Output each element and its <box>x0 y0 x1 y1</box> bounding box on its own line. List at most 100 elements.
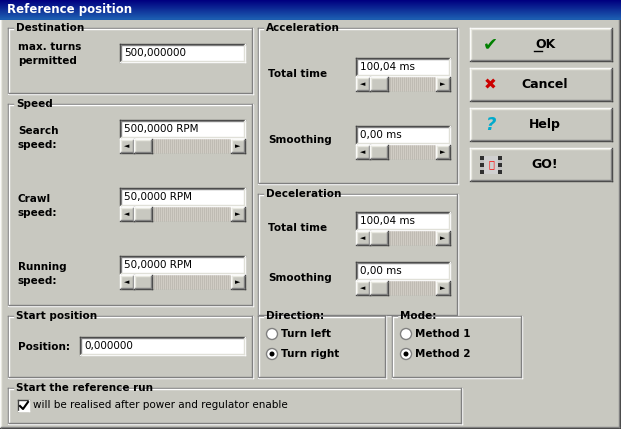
Bar <box>120 207 134 221</box>
Bar <box>0 3 621 4</box>
Circle shape <box>404 351 409 356</box>
Bar <box>388 145 436 159</box>
Text: OK: OK <box>535 38 555 51</box>
Bar <box>470 148 612 181</box>
Text: Start position: Start position <box>16 311 97 321</box>
Bar <box>0 6 621 7</box>
Bar <box>0 17 621 18</box>
Bar <box>134 275 152 289</box>
Bar <box>0 9 621 10</box>
Text: 500,000000: 500,000000 <box>124 48 186 58</box>
Bar <box>0 5 621 6</box>
Text: Destination: Destination <box>16 23 84 33</box>
Text: Speed: Speed <box>16 99 53 109</box>
Bar <box>120 188 245 206</box>
Bar <box>0 14 621 15</box>
Bar <box>0 18 621 19</box>
Text: Deceleration: Deceleration <box>266 189 342 199</box>
Bar <box>258 310 386 378</box>
Text: ►: ► <box>440 81 446 87</box>
Text: ✖: ✖ <box>484 77 496 92</box>
Bar <box>0 16 621 18</box>
Text: ►: ► <box>235 279 241 285</box>
Bar <box>370 231 388 245</box>
Text: 50,0000 RPM: 50,0000 RPM <box>124 192 192 202</box>
Bar <box>0 12 621 13</box>
Bar <box>0 16 621 17</box>
Circle shape <box>270 351 274 356</box>
Bar <box>134 275 231 289</box>
Bar <box>356 281 450 295</box>
Bar <box>356 126 450 144</box>
Bar <box>0 1 621 2</box>
Bar <box>0 4 621 5</box>
Bar <box>258 22 458 184</box>
Bar <box>356 77 370 91</box>
Text: Total time: Total time <box>268 69 327 79</box>
Text: ►: ► <box>440 235 446 241</box>
Text: Mode:: Mode: <box>400 311 437 321</box>
Text: 100,04 ms: 100,04 ms <box>360 216 415 226</box>
Bar <box>0 18 621 19</box>
Bar <box>134 207 231 221</box>
Text: 50,0000 RPM: 50,0000 RPM <box>124 260 192 270</box>
Bar <box>152 207 231 221</box>
Bar <box>80 337 245 355</box>
Bar <box>0 1 621 3</box>
Bar <box>0 2 621 3</box>
Circle shape <box>401 329 412 339</box>
Text: Search
speed:: Search speed: <box>18 127 58 150</box>
Bar <box>8 22 253 94</box>
Bar <box>0 13 621 14</box>
Bar <box>0 0 621 1</box>
Bar <box>120 207 245 221</box>
Text: ◄: ◄ <box>124 143 130 149</box>
Text: Total time: Total time <box>268 223 327 233</box>
Bar <box>436 281 450 295</box>
Text: Position:: Position: <box>18 342 70 352</box>
Bar <box>120 44 245 62</box>
Text: 0,00 ms: 0,00 ms <box>360 266 402 276</box>
Text: ◄: ◄ <box>124 279 130 285</box>
Text: ►: ► <box>235 211 241 217</box>
Text: will be realised after power and regulator enable: will be realised after power and regulat… <box>33 401 288 411</box>
Bar <box>0 6 621 7</box>
Text: Running
speed:: Running speed: <box>18 263 66 286</box>
Text: 0,00 ms: 0,00 ms <box>360 130 402 140</box>
Bar <box>8 98 253 306</box>
Bar <box>0 15 621 16</box>
Bar <box>152 275 231 289</box>
Bar <box>370 145 388 159</box>
Text: 500,0000 RPM: 500,0000 RPM <box>124 124 199 134</box>
Bar <box>231 207 245 221</box>
Bar <box>231 139 245 153</box>
Bar <box>0 7 621 9</box>
Bar <box>484 155 498 173</box>
Text: Method 1: Method 1 <box>415 329 471 339</box>
Text: ►: ► <box>440 285 446 291</box>
Bar <box>0 8 621 9</box>
Bar <box>356 231 450 245</box>
Text: ◄: ◄ <box>360 285 366 291</box>
Text: Start the reference run: Start the reference run <box>16 383 153 393</box>
Bar <box>120 139 134 153</box>
Text: Turn left: Turn left <box>281 329 331 339</box>
Bar <box>480 169 484 173</box>
Bar <box>356 77 450 91</box>
Bar <box>480 163 484 166</box>
Bar <box>0 12 621 13</box>
Bar <box>0 2 621 3</box>
Text: max. turns
permitted: max. turns permitted <box>18 42 81 66</box>
Text: Cancel: Cancel <box>522 78 568 91</box>
Bar <box>0 4 621 6</box>
Bar <box>356 145 370 159</box>
Text: Help: Help <box>529 118 561 131</box>
Bar <box>120 275 134 289</box>
Bar <box>370 281 436 295</box>
Bar <box>134 207 152 221</box>
Bar <box>480 155 484 160</box>
Bar <box>258 188 458 316</box>
Text: ✔: ✔ <box>483 36 497 54</box>
Bar <box>0 5 621 6</box>
Bar <box>356 58 450 76</box>
